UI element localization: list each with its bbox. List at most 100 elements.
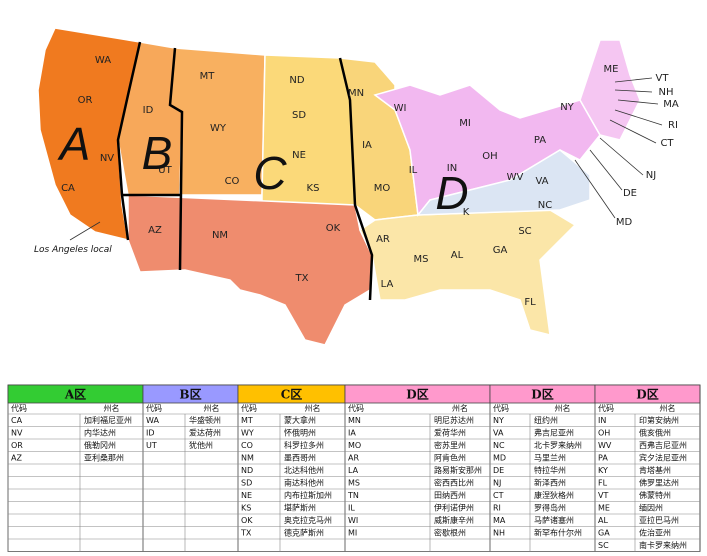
state-name: 缅因州 [639, 502, 663, 512]
column-header: 代码 [11, 403, 27, 413]
state-name: 俄勒冈州 [84, 440, 116, 450]
state-code: CO [241, 441, 253, 450]
state-label: SD [292, 110, 306, 121]
region-d-northeast [579, 39, 641, 141]
state-code: AL [598, 516, 608, 525]
state-name: 密苏里州 [434, 440, 466, 450]
state-label: GA [493, 245, 508, 256]
zone-border [338, 57, 374, 301]
column-header: 代码 [493, 403, 509, 413]
state-name: 佛蒙特州 [639, 490, 671, 500]
column-header: 代码 [146, 403, 162, 413]
zone-label: C [253, 147, 287, 199]
state-name: 亚拉巴马州 [639, 515, 679, 525]
state-label: TX [295, 273, 309, 284]
state-label: SC [518, 226, 531, 237]
state-name: 德克萨斯州 [284, 527, 324, 537]
state-code: SC [598, 541, 609, 550]
state-code: OR [11, 441, 23, 450]
state-code: NM [241, 453, 254, 462]
state-label: UT [158, 165, 172, 176]
state-name: 南卡罗来纳州 [639, 540, 687, 550]
state-name: 马萨诸塞州 [534, 515, 574, 525]
state-label: MO [374, 183, 391, 194]
callout-line [69, 221, 101, 241]
column-header: 州名 [305, 403, 321, 413]
state-name: 纽约州 [534, 415, 558, 425]
state-code: IL [348, 503, 355, 512]
state-code: NJ [493, 478, 501, 487]
group-title: D区 [636, 388, 658, 402]
state-name: 密西西比州 [434, 477, 474, 487]
state-name: 蒙大拿州 [284, 415, 316, 425]
state-name: 新罕布什尔州 [534, 527, 582, 537]
state-label: MD [616, 217, 633, 228]
region-d-midwest [373, 84, 601, 217]
callout-line [589, 149, 623, 191]
state-name: 华盛顿州 [189, 415, 221, 425]
state-label: WA [95, 55, 111, 66]
state-name: 阿肯色州 [434, 452, 466, 462]
state-name: 新泽西州 [534, 477, 566, 487]
region-c-south [127, 194, 373, 346]
state-name: 伊利诺伊州 [434, 502, 474, 512]
state-name: 肯塔基州 [639, 465, 671, 475]
state-label: IA [362, 140, 372, 151]
state-label: OK [326, 223, 341, 234]
state-name: 北卡罗来纳州 [534, 440, 582, 450]
state-code: WY [241, 428, 254, 437]
state-name: 特拉华州 [534, 465, 566, 475]
zone-border [168, 47, 184, 271]
state-label: OR [78, 95, 93, 106]
state-code: NC [493, 441, 505, 450]
state-name: 印第安纳州 [639, 415, 679, 425]
state-code: NY [493, 416, 504, 425]
column-header: 州名 [104, 403, 120, 413]
state-name: 宾夕法尼亚州 [639, 452, 687, 462]
state-code: WI [348, 516, 358, 525]
group-title: D区 [531, 388, 553, 402]
state-label: NY [560, 102, 574, 113]
column-header: 代码 [241, 403, 257, 413]
state-code: UT [146, 441, 157, 450]
state-code: MI [348, 528, 357, 537]
callout-line [614, 89, 653, 93]
state-name: 马里兰州 [534, 452, 566, 462]
state-name: 奥克拉克马州 [284, 515, 332, 525]
state-code: NV [11, 428, 23, 437]
state-code: LA [348, 466, 359, 475]
state-label: ME [604, 64, 619, 75]
region-c-west [169, 47, 266, 196]
column-header: 州名 [660, 403, 676, 413]
state-code: CA [11, 416, 23, 425]
callout-line [574, 159, 616, 219]
state-label: CA [61, 183, 75, 194]
state-label: NH [659, 87, 674, 98]
state-code: ID [146, 428, 155, 437]
state-label: NM [212, 230, 228, 241]
column-header: 代码 [348, 403, 364, 413]
state-label: NC [538, 200, 552, 211]
zone-border [116, 41, 142, 241]
state-label: AZ [148, 225, 162, 236]
column-header: 州名 [204, 403, 220, 413]
state-code: RI [493, 503, 501, 512]
callout-line [614, 77, 653, 83]
state-label: CO [225, 176, 240, 187]
group-title: C区 [281, 388, 303, 402]
state-label: IN [447, 163, 457, 174]
state-code: AZ [11, 453, 22, 462]
state-code: MA [493, 516, 506, 525]
state-code: OK [241, 516, 253, 525]
state-name: 爱达荷州 [189, 427, 221, 437]
state-code: MT [241, 416, 253, 425]
state-code: ME [598, 503, 610, 512]
state-name: 加利福尼亚州 [84, 415, 132, 425]
state-name: 康涅狄格州 [534, 490, 574, 500]
state-label: IL [409, 165, 418, 176]
state-label: OH [482, 151, 497, 162]
state-name: 怀俄明州 [284, 427, 316, 437]
state-label: AL [451, 250, 464, 261]
callout-line [614, 109, 663, 126]
state-name: 佐治亚州 [639, 527, 671, 537]
